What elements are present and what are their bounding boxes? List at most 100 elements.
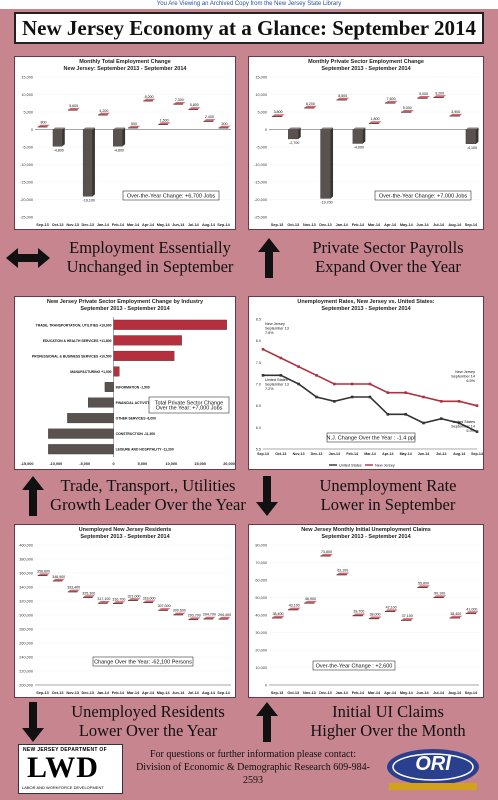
bar-top [52,127,65,130]
data-label: 8,200 [145,95,154,99]
data-point [333,382,336,386]
y-tick-label: -15,000 [20,181,33,185]
page-title: New Jersey Economy at a Glance: Septembe… [14,12,484,44]
x-tick-label: Dec-13 [82,223,94,227]
bar [52,129,63,147]
callout-box [312,660,396,671]
y-tick-label: 0 [31,128,33,132]
up-arrow-icon [258,238,280,283]
bar [449,617,460,619]
x-tick-label: Sep-14 [217,691,230,695]
data-point [368,395,372,399]
category-label: FINANCIAL ACTIVITIES -4,400 [116,401,164,405]
bar [288,129,299,140]
x-tick-label: Feb-14 [112,691,125,695]
bar [218,127,229,129]
bar [336,99,347,101]
bar-top [288,127,301,130]
callout-text: Total Private Sector Change [155,400,223,406]
y-tick-label: 200,000 [19,684,33,688]
data-label: 9,000 [419,92,428,96]
bar-top [173,101,186,104]
bar [67,109,78,111]
legend-label: United States [339,464,362,468]
data-label: 2,400 [205,115,214,119]
bar [271,617,283,619]
legend-label: New Jersey [375,464,395,468]
x-tick-label: Feb-14 [112,223,125,227]
bar [113,350,175,361]
data-label: 46,900 [305,597,316,601]
y-tick-label: 30,000 [255,631,267,635]
y-tick-label: 80,000 [255,544,267,548]
y-tick-label: -20,000 [20,198,33,202]
data-label: 321,000 [128,594,141,598]
bar [113,319,227,330]
up-arrow-icon [22,476,44,521]
data-point [261,374,265,377]
bar-top [128,125,141,128]
y-tick-label: -25,000 [254,216,267,220]
x-tick-label: Jul-14 [433,691,445,695]
bar-top [304,105,317,108]
y-tick-label: 10,000 [255,666,267,670]
bar-top [83,595,95,598]
bar [188,109,199,110]
bar [271,116,283,117]
data-label: 5,600 [69,104,78,108]
industry-chart: -15,000 -10,000 -5,000 0 5,000 10,000 15,000 20… [21,317,235,466]
bar [143,602,153,604]
bar [320,129,331,199]
y-tick-label: -15,000 [254,181,267,185]
x-tick-label: Jan-14 [97,223,110,227]
panel-title: Monthly Total Employment Change New Jers… [63,59,187,72]
bar-top [37,573,50,576]
bar [98,114,108,116]
bar-top [417,96,430,98]
x-tick-label: Sep-13 [36,223,48,227]
data-label: 317,100 [97,597,110,601]
x-tick-label: May-14 [157,223,171,227]
down-arrow-icon [22,702,44,747]
data-label: 7,600 [387,97,396,101]
data-label: -2,700 [289,141,299,145]
data-point [350,382,354,386]
y-tick-label: 220,000 [19,670,33,674]
unemployed-residents-chart: 400,000 380,000 360,000 340,000 320,000 300,0… [19,544,231,695]
y-tick-label: -20,000 [254,198,267,202]
x-tick-label: Dec-13 [319,223,331,227]
data-label: 294,400 [218,613,231,617]
x-tick-label: Sep-14 [217,223,230,227]
bar [203,120,214,122]
y-tick-label: 50,000 [255,596,267,600]
bar [433,97,444,98]
bar-top [449,615,463,618]
x-tick-label: Nov-13 [293,452,305,456]
bar-top [68,589,80,592]
bar [104,382,114,392]
x-tick-label: Mar-14 [127,223,140,227]
data-label: 42,100 [386,605,397,609]
bar-top [98,112,111,115]
total-employment-chart: 15,000 10,000 5,000 0 -5,000 -10,000 -15,000 -2… [20,76,231,227]
data-point [422,421,425,425]
bar [384,102,396,104]
annotation-label: September 14 [451,425,475,429]
callout-box [122,190,220,201]
x-tick-label: 10,000 [165,462,177,466]
data-label: 41,000 [466,607,477,611]
callout-text: Change Over the Year: -62,100 Persons [94,660,192,666]
y-tick-label: 60,000 [255,579,267,583]
x-tick-label: Mar-14 [364,452,376,456]
x-tick-label: Apr-14 [384,223,397,227]
x-tick-label: -10,000 [49,462,62,466]
bar-side [92,127,95,197]
annotation-label: New Jersey [455,370,475,374]
x-tick-label: Oct-13 [52,691,64,695]
bar [158,609,168,611]
unemployment-rate-caption: Unemployment Rate Lower in September [319,476,457,514]
x-tick-label: Sep-13 [271,691,283,695]
panel-title: Monthly Private Sector Employment Change… [308,59,424,72]
bar [48,444,114,455]
data-point [315,395,318,399]
